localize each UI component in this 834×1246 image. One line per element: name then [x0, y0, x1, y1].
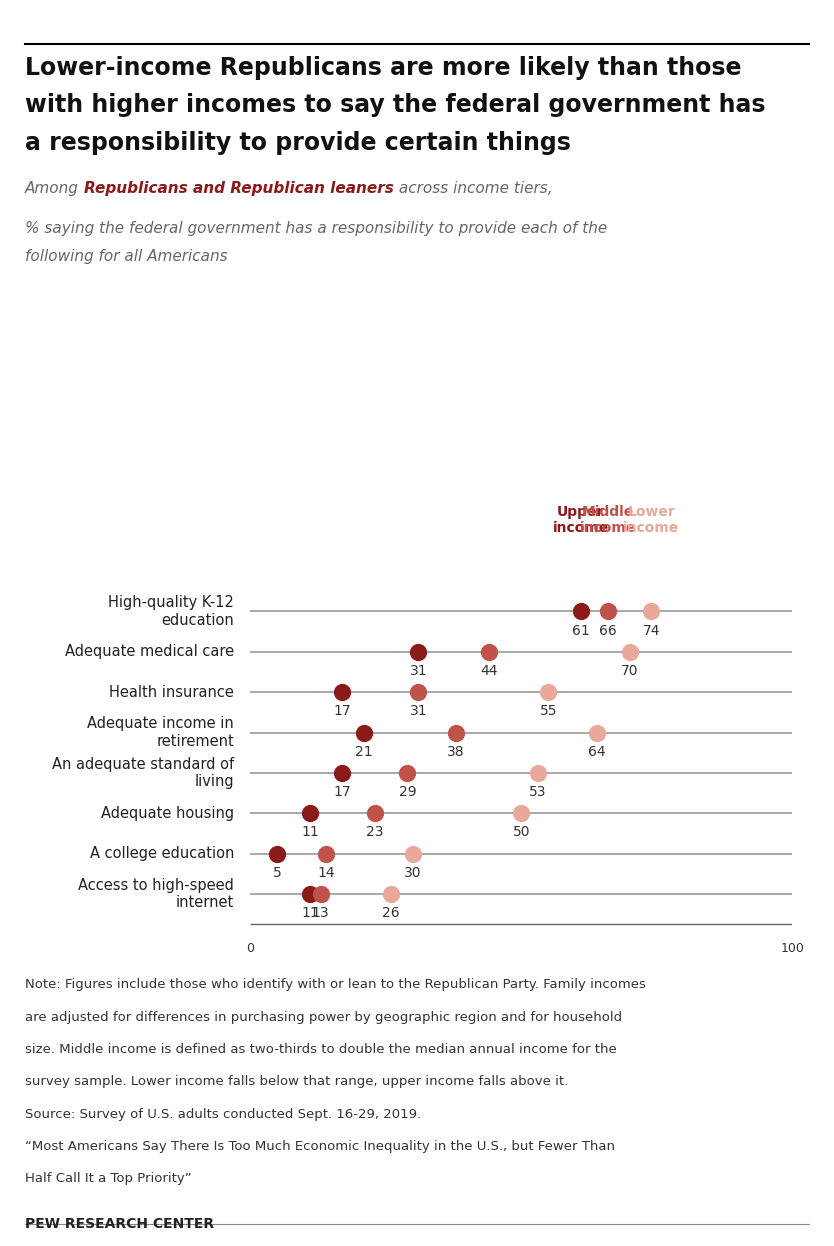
Point: [530, 763, 544, 782]
Point: [601, 602, 615, 622]
Text: 31: 31: [409, 664, 427, 678]
Text: 53: 53: [529, 785, 546, 799]
Point: [319, 844, 333, 863]
Text: size. Middle income is defined as two-thirds to double the median annual income : size. Middle income is defined as two-th…: [25, 1043, 617, 1055]
Text: are adjusted for differences in purchasing power by geographic region and for ho: are adjusted for differences in purchasi…: [25, 1011, 622, 1023]
Text: Adequate income in
retirement: Adequate income in retirement: [88, 716, 234, 749]
Text: 64: 64: [588, 745, 606, 759]
Text: Source: Survey of U.S. adults conducted Sept. 16-29, 2019.: Source: Survey of U.S. adults conducted …: [25, 1108, 421, 1120]
Text: 38: 38: [447, 745, 465, 759]
Text: Middle
income: Middle income: [580, 505, 636, 535]
Point: [384, 885, 398, 905]
Text: 13: 13: [312, 906, 329, 921]
Point: [335, 763, 349, 782]
Text: 17: 17: [334, 785, 351, 799]
Text: Adequate housing: Adequate housing: [101, 806, 234, 821]
Text: A college education: A college education: [89, 846, 234, 861]
Text: PEW RESEARCH CENTER: PEW RESEARCH CENTER: [25, 1217, 214, 1231]
Text: across income tiers,: across income tiers,: [394, 181, 552, 196]
Point: [645, 602, 658, 622]
Point: [400, 763, 414, 782]
Text: 50: 50: [513, 826, 530, 840]
Text: 11: 11: [301, 906, 319, 921]
Point: [542, 683, 555, 703]
Point: [303, 885, 316, 905]
Point: [482, 642, 495, 662]
Text: Among: Among: [25, 181, 83, 196]
Text: 23: 23: [366, 826, 384, 840]
Text: 70: 70: [621, 664, 638, 678]
Text: 55: 55: [540, 704, 557, 719]
Point: [411, 683, 425, 703]
Text: Lower-income Republicans are more likely than those: Lower-income Republicans are more likely…: [25, 56, 741, 80]
Text: Republicans and Republican leaners: Republicans and Republican leaners: [83, 181, 394, 196]
Text: Access to high-speed
internet: Access to high-speed internet: [78, 878, 234, 911]
Text: 61: 61: [572, 623, 590, 638]
Text: 11: 11: [301, 826, 319, 840]
Point: [450, 723, 463, 743]
Text: with higher incomes to say the federal government has: with higher incomes to say the federal g…: [25, 93, 766, 117]
Point: [590, 723, 604, 743]
Text: Adequate medical care: Adequate medical care: [65, 644, 234, 659]
Text: An adequate standard of
living: An adequate standard of living: [52, 756, 234, 789]
Point: [270, 844, 284, 863]
Point: [411, 642, 425, 662]
Text: Health insurance: Health insurance: [109, 685, 234, 700]
Point: [623, 642, 636, 662]
Point: [335, 683, 349, 703]
Text: 14: 14: [317, 866, 335, 880]
Point: [406, 844, 420, 863]
Text: Half Call It a Top Priority”: Half Call It a Top Priority”: [25, 1172, 192, 1185]
Text: Upper
income: Upper income: [553, 505, 609, 535]
Text: High-quality K-12
education: High-quality K-12 education: [108, 596, 234, 628]
Text: 5: 5: [273, 866, 282, 880]
Text: 66: 66: [599, 623, 617, 638]
Point: [368, 804, 381, 824]
Text: 74: 74: [643, 623, 660, 638]
Text: following for all Americans: following for all Americans: [25, 249, 228, 264]
Text: 31: 31: [409, 704, 427, 719]
Text: 29: 29: [399, 785, 416, 799]
Point: [574, 602, 587, 622]
Point: [515, 804, 528, 824]
Text: a responsibility to provide certain things: a responsibility to provide certain thin…: [25, 131, 571, 155]
Text: Lower
income: Lower income: [623, 505, 680, 535]
Point: [314, 885, 327, 905]
Text: “Most Americans Say There Is Too Much Economic Inequality in the U.S., but Fewer: “Most Americans Say There Is Too Much Ec…: [25, 1140, 615, 1153]
Text: 44: 44: [480, 664, 497, 678]
Point: [303, 804, 316, 824]
Text: 21: 21: [355, 745, 373, 759]
Text: survey sample. Lower income falls below that range, upper income falls above it.: survey sample. Lower income falls below …: [25, 1075, 568, 1088]
Point: [357, 723, 370, 743]
Text: 17: 17: [334, 704, 351, 719]
Text: Note: Figures include those who identify with or lean to the Republican Party. F: Note: Figures include those who identify…: [25, 978, 646, 991]
Text: 26: 26: [382, 906, 400, 921]
Text: % saying the federal government has a responsibility to provide each of the: % saying the federal government has a re…: [25, 221, 607, 235]
Text: 30: 30: [404, 866, 421, 880]
